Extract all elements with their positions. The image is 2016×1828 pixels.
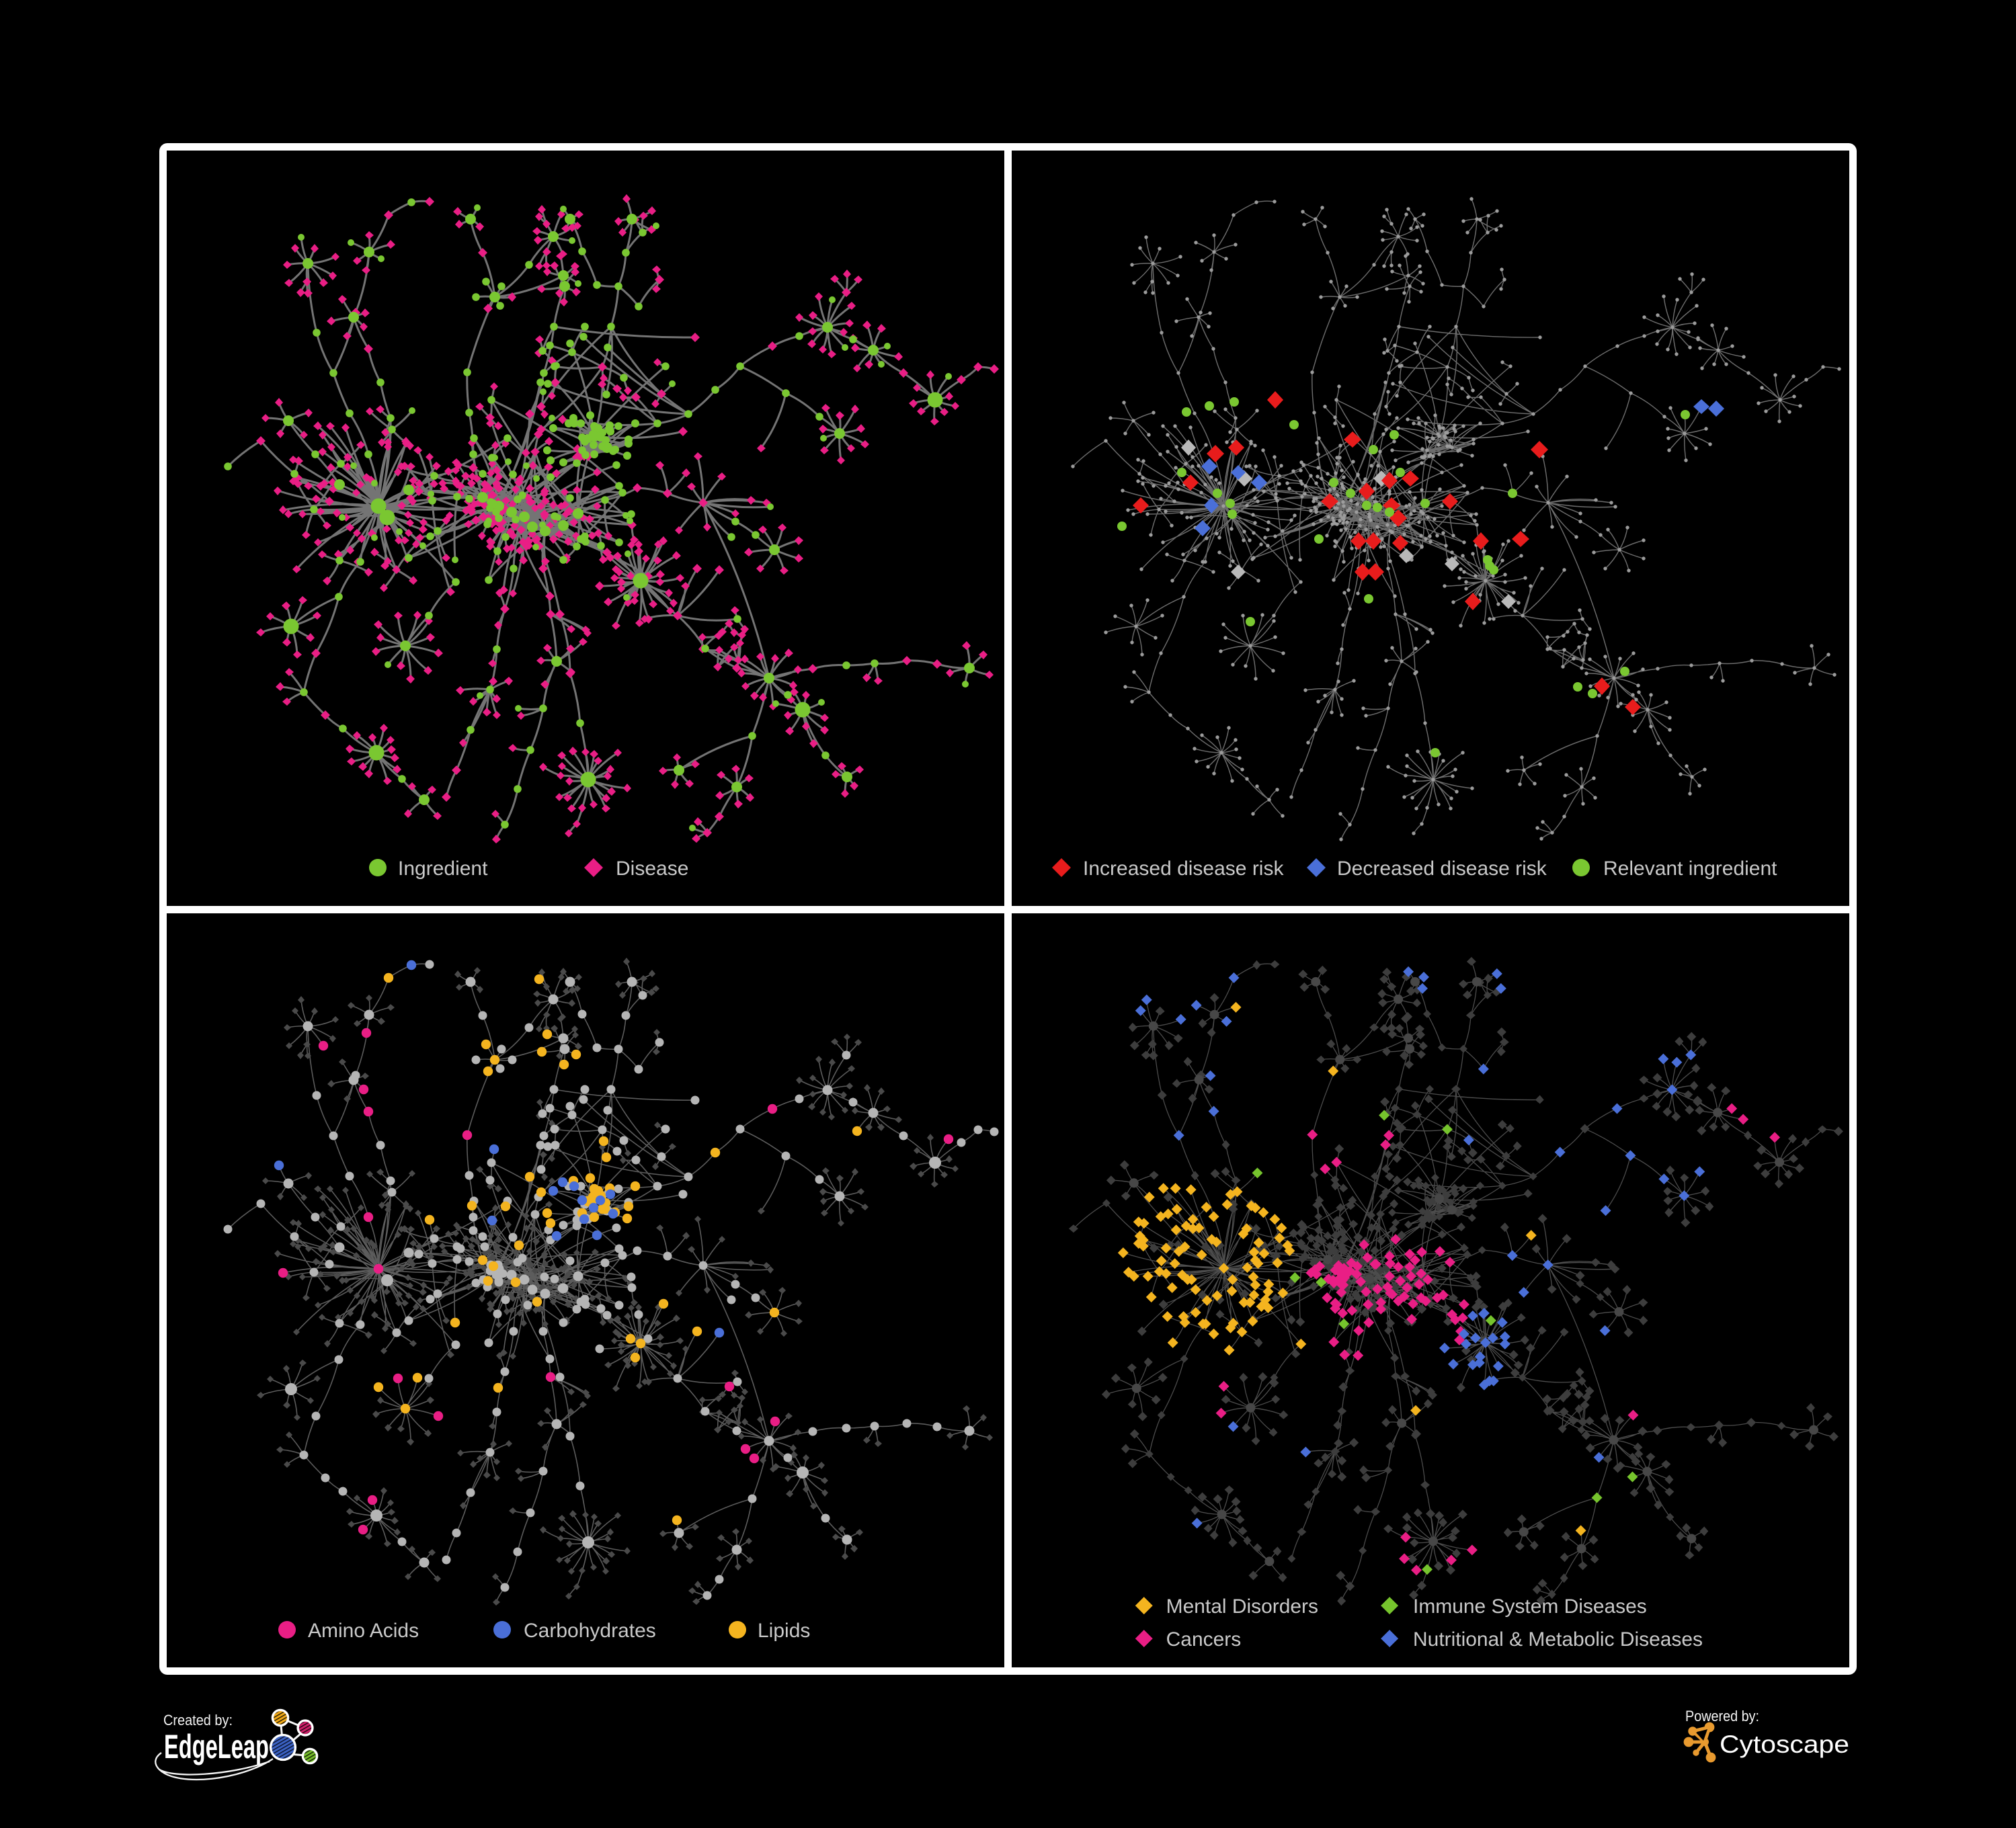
svg-text:Lipids: Lipids (758, 1620, 810, 1642)
svg-text:Created by:: Created by: (163, 1712, 233, 1729)
svg-text:EdgeLeap: EdgeLeap (164, 1728, 269, 1765)
svg-text:Increased disease risk: Increased disease risk (1083, 858, 1284, 880)
svg-text:Cytoscape: Cytoscape (1720, 1731, 1849, 1758)
svg-text:Mental Disorders: Mental Disorders (1166, 1595, 1318, 1618)
svg-text:Immune System Diseases: Immune System Diseases (1413, 1595, 1647, 1618)
svg-text:Decreased disease risk: Decreased disease risk (1337, 858, 1547, 880)
svg-text:Carbohydrates: Carbohydrates (524, 1620, 656, 1642)
svg-text:Cancers: Cancers (1166, 1628, 1241, 1651)
svg-text:Powered by:: Powered by: (1685, 1708, 1759, 1725)
svg-text:Ingredient: Ingredient (398, 858, 488, 880)
svg-text:Disease: Disease (616, 858, 688, 880)
svg-text:Nutritional & Metabolic Diseas: Nutritional & Metabolic Diseases (1413, 1628, 1703, 1651)
svg-text:Amino Acids: Amino Acids (308, 1620, 419, 1642)
svg-text:Relevant ingredient: Relevant ingredient (1603, 858, 1777, 880)
